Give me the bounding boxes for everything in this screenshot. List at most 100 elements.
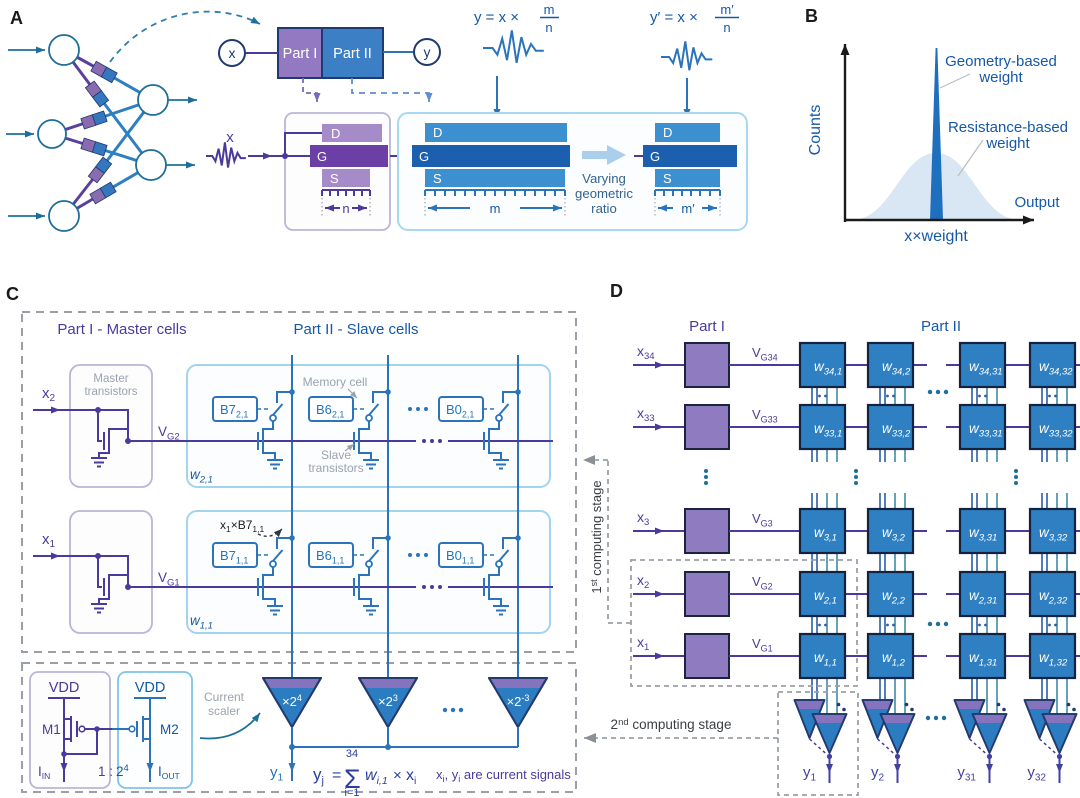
- synapse-icon: [90, 60, 118, 84]
- weight-cell: [1028, 507, 1077, 555]
- waveform-icon: [481, 28, 546, 65]
- vg1-label: V: [752, 636, 761, 651]
- x34-label: x: [637, 343, 644, 359]
- part1-label: Part I: [283, 46, 318, 62]
- vdd1-label: VDD: [49, 680, 80, 696]
- w33-2: 33,2: [892, 429, 911, 440]
- svg-text:VG2: VG2: [752, 574, 773, 592]
- svg-text:w33,1: w33,1: [814, 421, 842, 440]
- part2-slave-title: Part II - Slave cells: [293, 321, 418, 338]
- y1-output-label: y: [803, 764, 811, 781]
- svg-text:x2: x2: [637, 572, 649, 591]
- weight-cell: [798, 507, 847, 555]
- mirror-ratio-label: 1 :24: [98, 763, 129, 779]
- dim-m-label: m: [490, 201, 501, 216]
- master-cell-box-row2: [69, 364, 153, 488]
- part1-cell: [684, 404, 730, 450]
- part2-label: Part II: [333, 46, 372, 62]
- transistor-m-prime: D G S m′: [634, 123, 737, 216]
- column-lines: [291, 355, 519, 678]
- second-stage-reference-box: [777, 691, 859, 796]
- weight-cell: [1028, 570, 1077, 618]
- weight-cell: [866, 570, 915, 618]
- weight-cell: [1028, 341, 1077, 389]
- panel-b-label: B: [805, 6, 818, 26]
- m2-label: M2: [160, 722, 179, 737]
- weight-cell: [958, 403, 1007, 451]
- d-bitlines: [811, 387, 1068, 715]
- first-stage-connector: [583, 460, 631, 624]
- neuron: [48, 200, 80, 232]
- weight-cell: [1028, 403, 1077, 451]
- svg-text:w1,2: w1,2: [882, 650, 906, 669]
- panel-a: A Part I Part II x y: [6, 2, 748, 232]
- slave-transistors-label1: Slave: [321, 448, 351, 462]
- svg-text:w2,31: w2,31: [969, 588, 997, 607]
- mac-equation: yj = Σ 34 i=1 wi,1 × xi: [313, 748, 416, 798]
- w34-32: 34,32: [1049, 367, 1073, 378]
- row-ellipsis: [704, 469, 1018, 485]
- svg-text:B62,1: B62,1: [316, 402, 344, 420]
- y-node: [413, 38, 441, 66]
- svg-text:xi: xi: [406, 767, 416, 787]
- slave-transistors-label2: transistors: [308, 461, 363, 475]
- synapse-icon: [80, 110, 108, 130]
- neuron: [137, 84, 169, 116]
- x-node: [218, 39, 246, 67]
- d-row-3: x3 VG3 w3,1 w3,2 w3,31 w3,32: [633, 507, 1080, 555]
- gate-label: G: [650, 149, 660, 164]
- m1-label: M1: [42, 722, 61, 737]
- svg-text:VG1: VG1: [158, 570, 180, 589]
- svg-text:x33: x33: [637, 405, 655, 424]
- eq1-lhs: y = x ×: [474, 9, 519, 26]
- svg-text:VG34: VG34: [752, 345, 778, 363]
- svg-text:y1: y1: [803, 764, 817, 784]
- x3-label: x: [637, 509, 644, 525]
- scaler-x2-4: ×24: [282, 693, 302, 709]
- y-node-label: y: [424, 44, 431, 60]
- vg3-label: V: [752, 511, 761, 526]
- svg-text:yj: yj: [313, 765, 324, 787]
- svg-text:w2,2: w2,2: [882, 588, 906, 607]
- eq2-lhs: y′ = x ×: [650, 9, 698, 26]
- svg-text:x2: x2: [42, 385, 56, 404]
- w3-2: 3,2: [892, 533, 906, 544]
- svg-text:34: 34: [346, 748, 358, 760]
- part1-cell: [684, 571, 730, 617]
- weight-cell: [958, 570, 1007, 618]
- synapse-icon: [84, 80, 110, 108]
- varying-line3: ratio: [591, 201, 617, 216]
- svg-text:w34,32: w34,32: [1039, 359, 1073, 378]
- part1-cell: [684, 633, 730, 679]
- part1-master-title: Part I - Master cells: [57, 321, 186, 338]
- w34-2: 34,2: [892, 367, 911, 378]
- m1-pmos: VDD IIN M1: [38, 680, 112, 782]
- memory-cell-label: Memory cell: [303, 375, 368, 389]
- svg-text:VG3: VG3: [752, 511, 773, 529]
- b0-label: B0: [446, 548, 462, 563]
- varying-line2: geometric: [575, 186, 633, 201]
- master-row1: x1 VG1: [33, 531, 180, 614]
- scaler-pointer-arrow: [199, 712, 261, 740]
- w3-32: 3,32: [1049, 533, 1068, 544]
- transistor-m: D G S m: [412, 123, 570, 216]
- master-transistors-label1: Master: [93, 373, 128, 385]
- first-stage-label: 1st computing stage: [589, 480, 604, 593]
- varying-line1: Varying: [582, 171, 626, 186]
- svg-text:B02,1: B02,1: [446, 402, 474, 420]
- d-row-1: x1 VG1 w1,1 w1,2 w1,31 w1,32: [633, 632, 1080, 680]
- current-scaler-label2: scaler: [208, 704, 240, 718]
- current-signals-note: xi, yi are current signals: [436, 767, 571, 784]
- weight-cell: [866, 341, 915, 389]
- weight-cell: [1028, 632, 1077, 680]
- x-node-label: x: [229, 45, 236, 61]
- memory-cells-row2: B72,1 B62,1 B02,1: [212, 396, 484, 422]
- weight-cell: [798, 632, 847, 680]
- neuron: [37, 119, 67, 149]
- svg-text:w1,1: w1,1: [190, 613, 213, 632]
- weight-cell: [958, 507, 1007, 555]
- w2-32: 2,32: [1048, 596, 1068, 607]
- weight-cell: [866, 632, 915, 680]
- part1-cell: [684, 508, 730, 554]
